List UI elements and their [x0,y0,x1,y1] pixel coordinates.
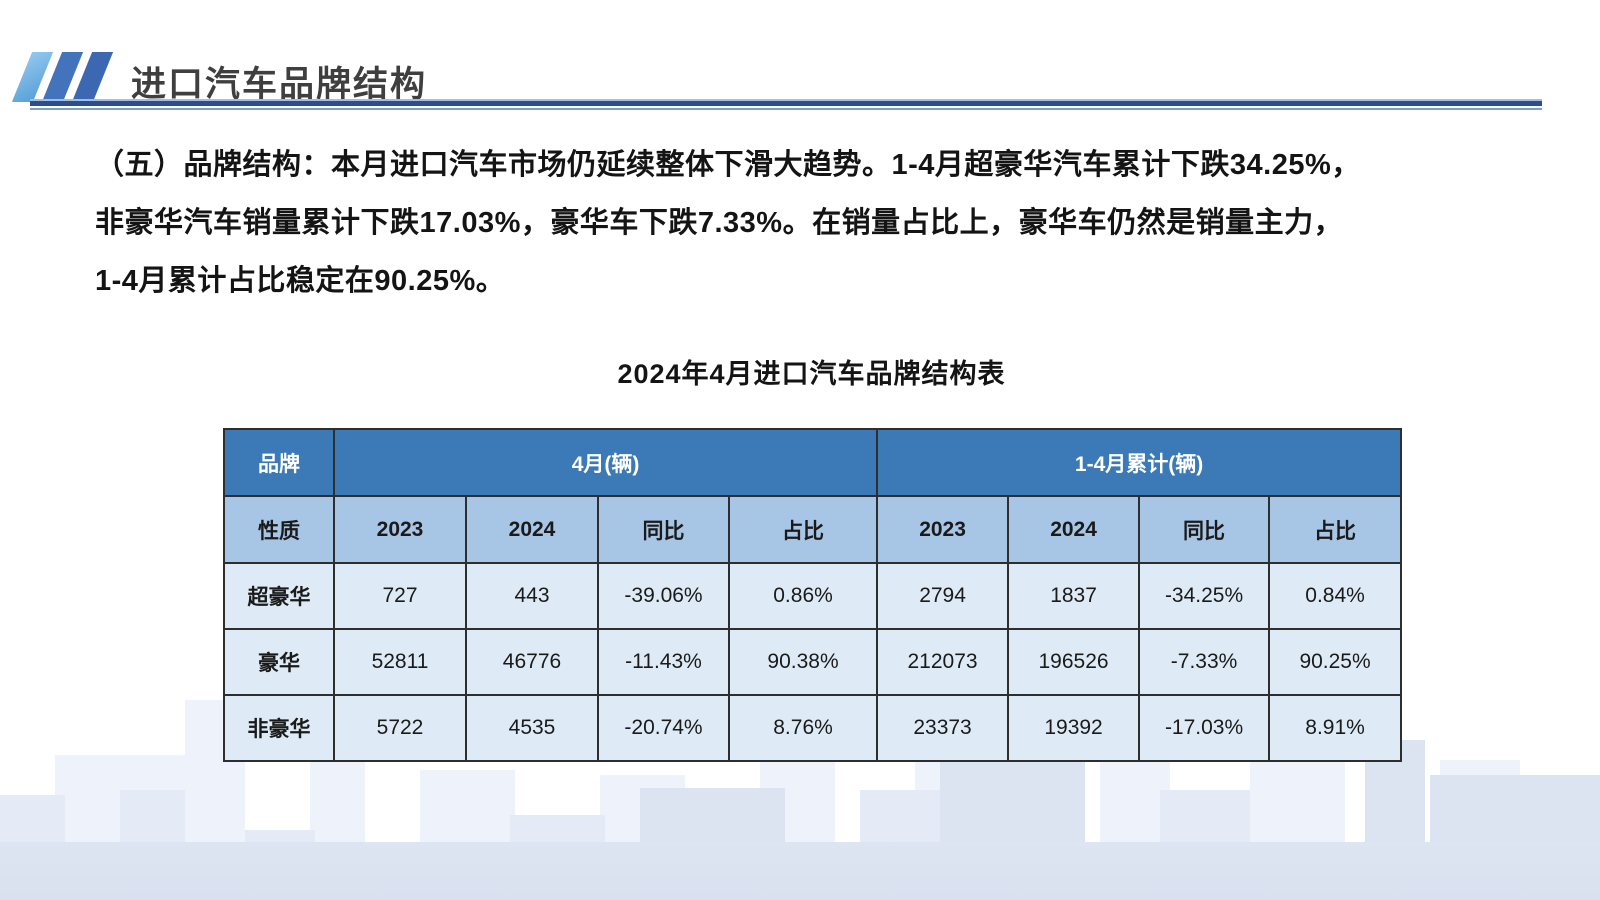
table-row: 非豪华 5722 4535 -20.74% 8.76% 23373 19392 … [223,694,1403,762]
subheader-cell: 2023 [876,495,1010,564]
paragraph-line: （五）品牌结构：本月进口汽车市场仍延续整体下滑大趋势。1-4月超豪华汽车累计下跌… [95,149,1361,181]
data-cell: 52811 [333,628,467,696]
corner-subheader-cell: 性质 [223,495,335,564]
table-subheader-row: 性质 2023 2024 同比 占比 2023 2024 同比 占比 [223,495,1403,564]
data-cell: 46776 [465,628,599,696]
data-cell: 727 [333,562,467,630]
subheader-cell: 占比 [727,495,879,564]
data-cell: 212073 [876,628,1010,696]
data-cell: 2794 [876,562,1010,630]
subheader-cell: 2024 [465,495,599,564]
divider-line [30,101,1542,106]
subheader-cell: 2024 [1007,495,1141,564]
data-cell: 8.91% [1268,694,1403,762]
summary-paragraph: （五）品牌结构：本月进口汽车市场仍延续整体下滑大趋势。1-4月超豪华汽车累计下跌… [95,136,1475,310]
corner-header-cell: 品牌 [223,428,335,497]
table-header-row: 品牌 4月(辆) 1-4月累计(辆) [223,428,1403,497]
data-cell: 90.38% [727,628,879,696]
data-cell: 443 [465,562,599,630]
subheader-cell: 同比 [597,495,730,564]
data-cell: 90.25% [1268,628,1403,696]
row-label-cell: 豪华 [223,628,335,696]
divider-line [30,108,1542,110]
table-row: 豪华 52811 46776 -11.43% 90.38% 212073 196… [223,628,1403,696]
paragraph-line: 非豪华汽车销量累计下跌17.03%，豪华车下跌7.33%。在销量占比上，豪华车仍… [95,207,1344,239]
page-title: 进口汽车品牌结构 [131,65,428,104]
skyline-base-band [0,842,1600,900]
data-cell: 0.86% [727,562,879,630]
data-cell: 1837 [1007,562,1141,630]
subheader-cell: 同比 [1138,495,1271,564]
data-cell: 8.76% [727,694,879,762]
data-cell: -20.74% [597,694,730,762]
data-cell: 23373 [876,694,1010,762]
title-divider [30,99,1542,110]
data-cell: -39.06% [597,562,730,630]
data-cell: -17.03% [1138,694,1271,762]
divider-line [30,106,1542,108]
data-cell: 5722 [333,694,467,762]
brand-structure-table: 品牌 4月(辆) 1-4月累计(辆) 性质 2023 2024 同比 占比 20… [223,428,1403,762]
group-header-cumulative: 1-4月累计(辆) [876,428,1403,497]
paragraph-line: 1-4月累计占比稳定在90.25%。 [95,265,506,297]
data-cell: 0.84% [1268,562,1403,630]
subheader-cell: 占比 [1268,495,1403,564]
row-label-cell: 非豪华 [223,694,335,762]
data-cell: -34.25% [1138,562,1271,630]
divider-line [30,99,1542,101]
row-label-cell: 超豪华 [223,562,335,630]
data-cell: 4535 [465,694,599,762]
subheader-cell: 2023 [333,495,467,564]
data-cell: 19392 [1007,694,1141,762]
group-header-april: 4月(辆) [332,428,879,497]
triple-slash-icon [11,52,114,102]
data-cell: -7.33% [1138,628,1271,696]
table-title: 2024年4月进口汽车品牌结构表 [617,359,1006,389]
table-row: 超豪华 727 443 -39.06% 0.86% 2794 1837 -34.… [223,562,1403,630]
data-cell: 196526 [1007,628,1141,696]
data-cell: -11.43% [597,628,730,696]
